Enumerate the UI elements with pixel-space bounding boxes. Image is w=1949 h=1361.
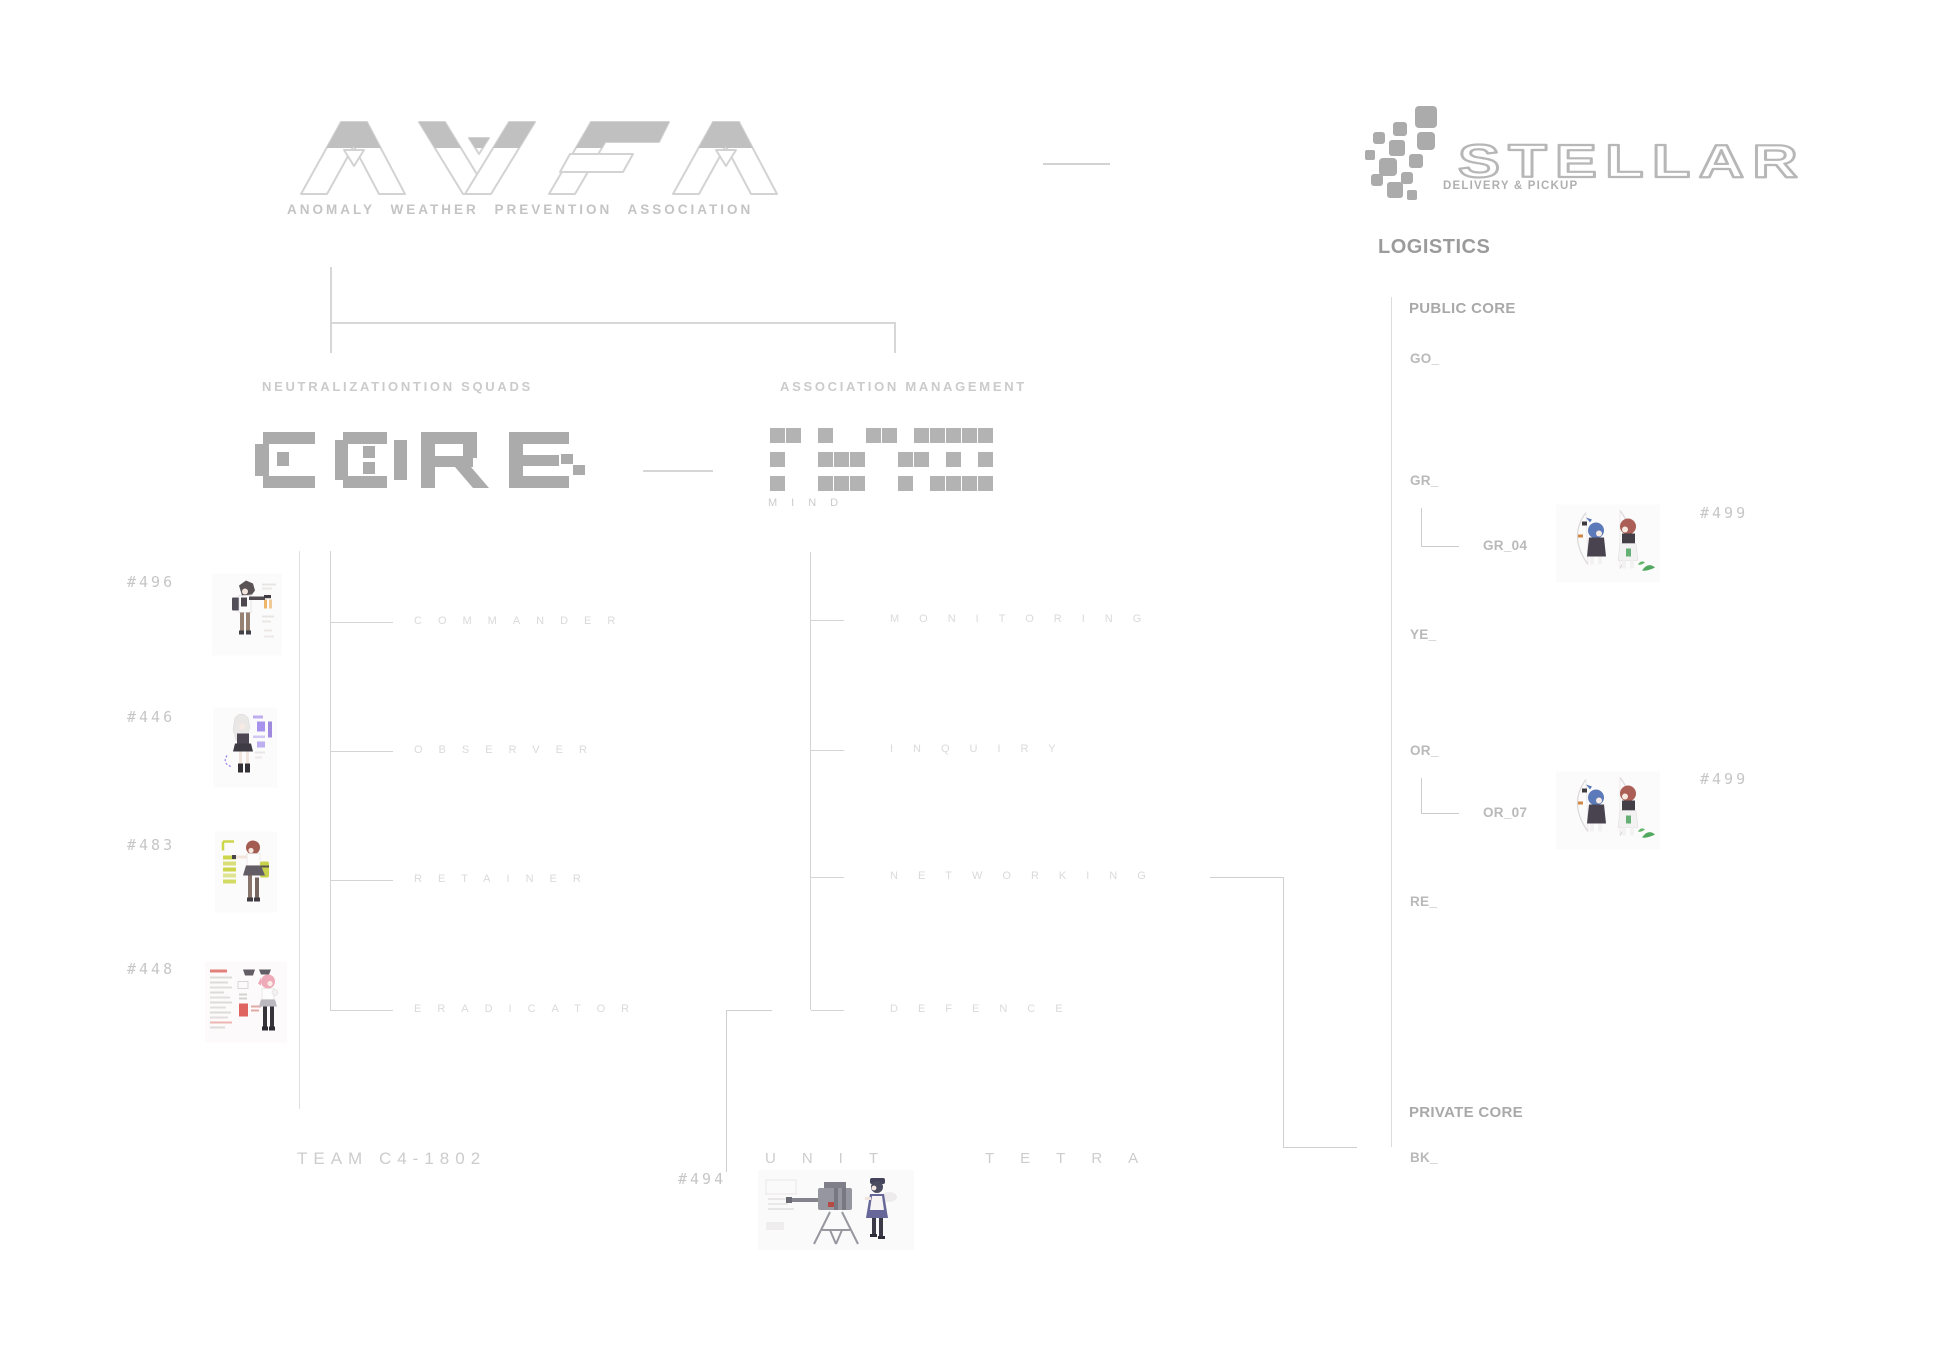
member-id-494: #494 xyxy=(678,1170,727,1188)
management-section-header: ASSOCIATION MANAGEMENT xyxy=(780,379,1027,394)
node-label-defence: DEFENCE xyxy=(890,1003,1083,1015)
squads-deco-vertical-line xyxy=(299,551,300,1109)
connector-mgmt-vertical xyxy=(894,322,896,353)
channel-ye: YE_ xyxy=(1410,627,1437,642)
role-label-commander: COMMANDER xyxy=(414,615,632,627)
gr-elbow-vertical xyxy=(1421,508,1422,546)
public-core-header: PUBLIC CORE xyxy=(1409,300,1516,317)
core-logo xyxy=(255,432,585,488)
member-id-496: #496 xyxy=(127,573,176,591)
channel-or: OR_ xyxy=(1410,743,1439,758)
branch-commander xyxy=(331,622,393,623)
branch-observer xyxy=(331,751,393,752)
member-id-499-b: #499 xyxy=(1700,770,1749,788)
or-elbow-vertical xyxy=(1421,778,1422,813)
connector-networking-down xyxy=(1283,877,1284,1147)
squads-section-header: NEUTRALIZATIONTION SQUADS xyxy=(262,379,533,394)
svg-text:STELLAR: STELLAR xyxy=(1458,136,1806,186)
or-elbow-horizontal xyxy=(1421,813,1459,814)
connector-networking-bottom xyxy=(1283,1147,1357,1148)
awpa-logo xyxy=(300,121,778,195)
top-divider-dash xyxy=(1043,163,1110,165)
unit-label-word2: TETRA xyxy=(985,1150,1165,1167)
connector-unit-down xyxy=(726,1010,727,1172)
connector-networking-right xyxy=(1210,877,1283,878)
connector-defence-left xyxy=(726,1010,772,1011)
branch-eradicator xyxy=(331,1010,393,1011)
branch-inquiry xyxy=(811,750,844,751)
node-label-monitoring: MONITORING xyxy=(890,613,1162,625)
role-label-eradicator: ERADICATOR xyxy=(414,1003,646,1015)
mind-logo xyxy=(770,428,993,491)
branch-networking xyxy=(811,877,844,878)
character-image-446 xyxy=(213,707,277,788)
stellar-tagline: DELIVERY & PICKUP xyxy=(1443,180,1579,192)
management-trunk-line xyxy=(810,552,811,1010)
character-image-496 xyxy=(212,573,282,656)
mind-logo-caption: MIND xyxy=(768,497,853,509)
node-label-networking: NETWORKING xyxy=(890,870,1166,882)
stellar-pixel-cluster-icon xyxy=(1365,106,1437,200)
private-core-header: PRIVATE CORE xyxy=(1409,1104,1523,1121)
character-image-448 xyxy=(205,961,287,1043)
awpa-caption: ANOMALY WEATHER PREVENTION ASSOCIATION xyxy=(287,202,754,217)
member-id-446: #446 xyxy=(127,708,176,726)
channel-re: RE_ xyxy=(1410,894,1438,909)
channel-bk: BK_ xyxy=(1410,1150,1438,1165)
team-label: TEAM C4-1802 xyxy=(297,1149,487,1168)
branch-monitoring xyxy=(811,620,844,621)
gr-elbow-horizontal xyxy=(1421,546,1459,547)
unit-label-word1: UNIT xyxy=(765,1150,904,1167)
member-id-448: #448 xyxy=(127,960,176,978)
branch-defence xyxy=(811,1010,844,1011)
channel-gr: GR_ xyxy=(1410,473,1439,488)
member-id-499-a: #499 xyxy=(1700,504,1749,522)
stellar-wordmark: STELLAR xyxy=(1458,136,1806,186)
connector-awpa-horizontal xyxy=(330,322,896,324)
logistics-title: LOGISTICS xyxy=(1378,236,1491,258)
member-id-483: #483 xyxy=(127,836,176,854)
logistics-panel-line xyxy=(1391,297,1392,1147)
core-mind-divider-dash xyxy=(643,470,713,472)
character-image-499-a xyxy=(1556,504,1660,583)
node-label-inquiry: INQUIRY xyxy=(890,743,1076,755)
assignment-code-gr04: GR_04 xyxy=(1483,538,1528,553)
branch-retainer xyxy=(331,880,393,881)
character-image-483 xyxy=(215,831,277,913)
character-image-494 xyxy=(758,1170,914,1250)
connector-awpa-vertical xyxy=(330,267,332,353)
character-image-499-b xyxy=(1556,771,1660,850)
assignment-code-or07: OR_07 xyxy=(1483,805,1528,820)
role-label-retainer: RETAINER xyxy=(414,873,597,885)
role-label-observer: OBSERVER xyxy=(414,744,603,756)
squads-trunk-line xyxy=(330,551,331,1011)
channel-go: GO_ xyxy=(1410,351,1440,366)
